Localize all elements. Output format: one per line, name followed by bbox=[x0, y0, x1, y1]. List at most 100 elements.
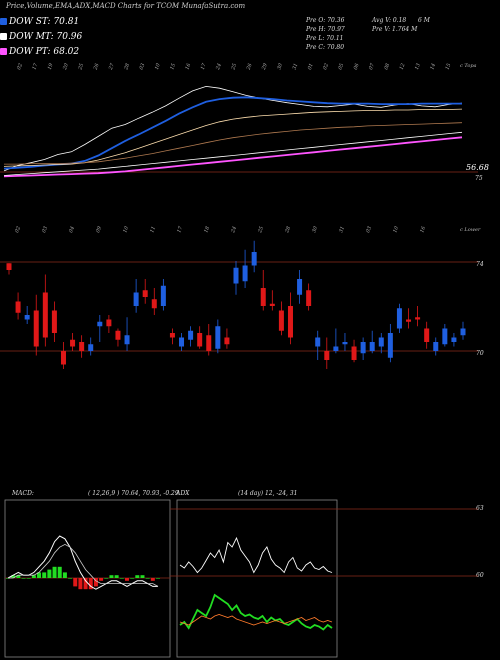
adx-label-63: 63 bbox=[476, 505, 484, 512]
ema-price-label-75: 75 bbox=[475, 175, 483, 182]
candle-body bbox=[33, 310, 39, 347]
candle-body bbox=[406, 319, 412, 322]
legend-dow-st: DOW ST: 70.81 bbox=[0, 17, 79, 27]
ema-date-label: 27 bbox=[108, 62, 116, 72]
ema-panel-tag: c Topa bbox=[460, 63, 477, 69]
macd-title: MACD bbox=[12, 490, 32, 497]
candle-body bbox=[24, 315, 30, 320]
ema-series-line-3 bbox=[4, 122, 463, 165]
ema-series-line-0 bbox=[3, 85, 463, 172]
ema-date-label: 19 bbox=[47, 62, 55, 71]
legend-swatch-magenta bbox=[0, 48, 7, 55]
macd-histogram-bar bbox=[57, 566, 62, 578]
macd-series-line-0 bbox=[7, 535, 158, 590]
price-date-label: 25 bbox=[257, 226, 265, 235]
page-title: Price,Volume,EMA,ADX,MACD Charts for TCO… bbox=[6, 2, 246, 10]
price-date-label: 11 bbox=[149, 226, 157, 234]
info-pre-open: Pre O: 70.36 bbox=[306, 17, 345, 24]
macd-histogram-bar bbox=[68, 578, 73, 579]
candle-body bbox=[133, 292, 139, 306]
candle-body bbox=[79, 342, 85, 351]
macd-histogram-bar bbox=[104, 578, 109, 579]
price-date-label: 10 bbox=[122, 225, 130, 234]
candle-body bbox=[387, 333, 393, 358]
candle-body bbox=[297, 279, 303, 295]
ema-date-label: 29 bbox=[261, 62, 269, 72]
ema-series-line-1 bbox=[3, 96, 462, 170]
candle-body bbox=[396, 308, 402, 329]
ema-date-label: 30 bbox=[276, 62, 284, 71]
macd-histogram-bar bbox=[37, 572, 42, 578]
ema-date-label: 25 bbox=[230, 63, 238, 72]
macd-histogram-bar bbox=[88, 578, 93, 590]
candle-body bbox=[342, 342, 348, 345]
macd-histogram-bar bbox=[16, 575, 21, 578]
macd-histogram-bar bbox=[114, 575, 119, 578]
price-date-label: 03 bbox=[41, 226, 49, 234]
macd-frame bbox=[4, 499, 171, 658]
info-pre-low: Pre L: 70.11 bbox=[306, 35, 344, 42]
ema-date-label: 10 bbox=[154, 62, 162, 71]
macd-histogram-bar bbox=[135, 575, 140, 578]
candle-body bbox=[424, 328, 430, 342]
macd-series-line-1 bbox=[8, 543, 159, 587]
ema-date-label: 28 bbox=[123, 63, 131, 72]
candle-body bbox=[233, 267, 239, 284]
ema-date-label: 25 bbox=[77, 63, 85, 72]
macd-histogram-bar bbox=[119, 578, 124, 579]
adx-series-line-2 bbox=[179, 614, 333, 626]
candle-body bbox=[106, 319, 112, 327]
macd-params: ( 12,26,9 ) 70.64, 70.93, -0.29 bbox=[88, 490, 179, 497]
candle-body bbox=[415, 317, 421, 320]
adx-params: (14 day) 12, -24, 31 bbox=[238, 490, 298, 497]
ema-date-label: 15 bbox=[445, 63, 453, 71]
price-date-label: 16 bbox=[419, 225, 427, 234]
macd-histogram-bar bbox=[26, 578, 31, 579]
adx-label-60: 60 bbox=[476, 572, 484, 579]
candle-body bbox=[242, 265, 248, 282]
candle-body bbox=[15, 301, 21, 313]
ema-date-label: 06 bbox=[353, 62, 361, 71]
candle-body bbox=[97, 321, 103, 327]
candle-body bbox=[306, 290, 312, 306]
candle-body bbox=[260, 288, 266, 306]
ema-series-line-5 bbox=[3, 131, 463, 176]
candle-body bbox=[60, 351, 66, 365]
candle-body bbox=[6, 263, 12, 270]
candle-body bbox=[215, 326, 221, 349]
macd-histogram-bar bbox=[140, 575, 145, 578]
ema-date-label: 16 bbox=[185, 62, 193, 71]
macd-histogram-bar bbox=[47, 569, 52, 578]
price-date-label: 04 bbox=[68, 226, 76, 234]
macd-histogram-bar bbox=[156, 578, 160, 579]
macd-header: MACD: bbox=[12, 490, 34, 497]
ema-date-label: 17 bbox=[200, 62, 208, 71]
legend-dow-pt: DOW PT: 68.02 bbox=[0, 47, 79, 57]
candle-body bbox=[42, 292, 48, 338]
adx-title: ADX bbox=[176, 490, 190, 497]
macd-histogram-bar bbox=[78, 578, 83, 590]
candle-body bbox=[442, 328, 448, 345]
macd-histogram-bar bbox=[150, 578, 155, 581]
legend-dow-mt: DOW MT: 70.96 bbox=[0, 32, 82, 42]
price-date-label: 28 bbox=[284, 226, 292, 235]
price-date-label: 17 bbox=[176, 225, 184, 234]
macd-histogram-bar bbox=[21, 578, 26, 579]
macd-histogram-bar bbox=[31, 575, 36, 578]
price-date-label: 31 bbox=[338, 226, 346, 234]
price-date-label: 03 bbox=[365, 226, 373, 234]
candle-body bbox=[360, 342, 366, 354]
candle-body bbox=[179, 337, 185, 347]
macd-histogram-bar bbox=[109, 575, 114, 578]
ema-date-label: 03 bbox=[139, 63, 147, 71]
info-pre-volume: Pre V: 1.764 M bbox=[372, 26, 418, 33]
candle-body bbox=[188, 330, 194, 340]
candle-body bbox=[51, 310, 57, 333]
macd-histogram-bar bbox=[73, 578, 78, 587]
candle-body bbox=[142, 290, 148, 297]
ema-date-label: 13 bbox=[414, 63, 422, 71]
candle-body bbox=[206, 335, 212, 351]
price-date-label: 09 bbox=[95, 225, 103, 234]
